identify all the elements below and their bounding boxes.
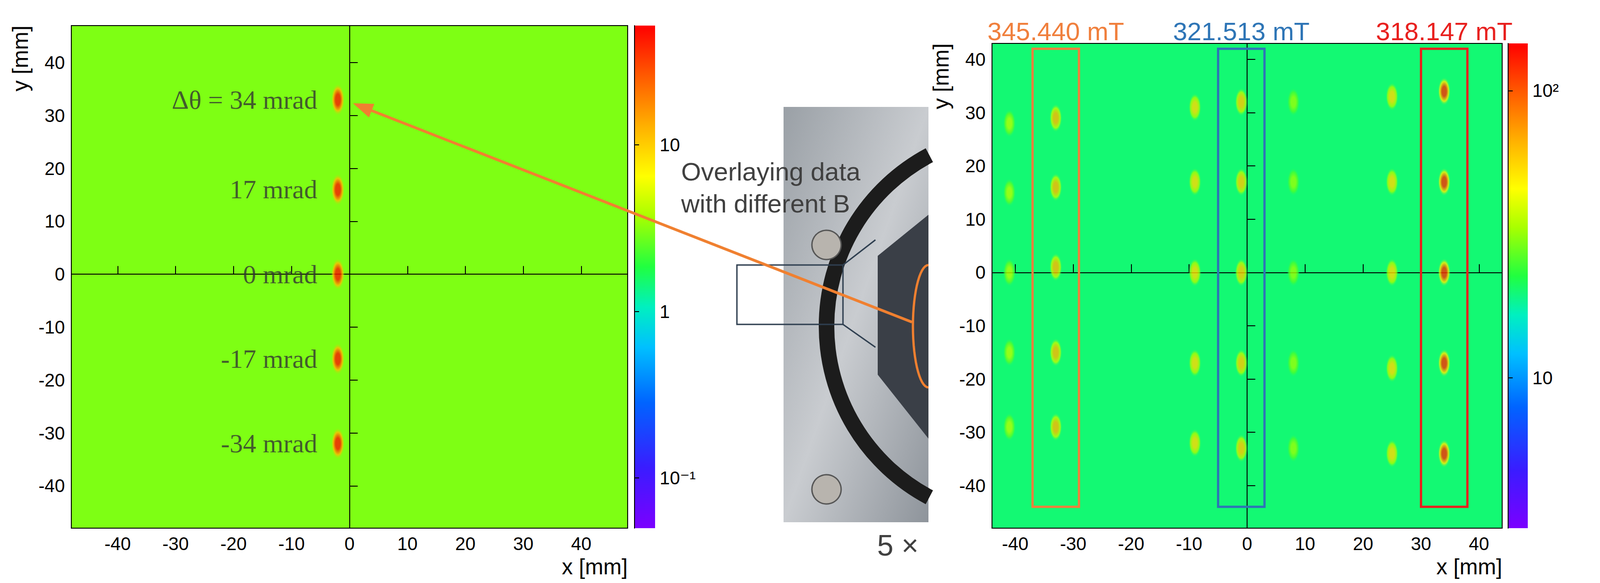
- svg-text:-30: -30: [1060, 533, 1087, 555]
- svg-text:-30: -30: [162, 533, 189, 555]
- svg-text:0: 0: [54, 264, 65, 285]
- svg-text:x [mm]: x [mm]: [1436, 554, 1503, 580]
- svg-text:-30: -30: [38, 423, 65, 444]
- svg-text:10⁻¹: 10⁻¹: [659, 468, 696, 489]
- svg-text:40: 40: [570, 533, 592, 555]
- svg-text:17 mrad: 17 mrad: [229, 174, 318, 205]
- svg-text:0: 0: [344, 533, 355, 555]
- svg-text:10: 10: [965, 209, 987, 230]
- svg-text:-40: -40: [959, 475, 986, 496]
- svg-text:-10: -10: [38, 317, 65, 338]
- svg-text:40: 40: [965, 49, 987, 70]
- svg-text:-10: -10: [1175, 533, 1203, 555]
- svg-text:-40: -40: [104, 533, 132, 555]
- svg-text:-20: -20: [38, 370, 65, 391]
- svg-text:345.440 mT: 345.440 mT: [987, 16, 1125, 46]
- svg-text:Δθ = 34 mrad: Δθ = 34 mrad: [171, 85, 318, 115]
- svg-text:30: 30: [513, 533, 534, 555]
- svg-text:10: 10: [1532, 368, 1553, 389]
- svg-text:10: 10: [397, 533, 418, 555]
- svg-text:30: 30: [1410, 533, 1432, 555]
- svg-text:0: 0: [1242, 533, 1253, 555]
- svg-text:y [mm]: y [mm]: [8, 25, 33, 92]
- svg-text:Overlaying data: Overlaying data: [681, 157, 861, 187]
- svg-text:-20: -20: [959, 369, 986, 390]
- svg-text:321.513 mT: 321.513 mT: [1173, 16, 1310, 46]
- svg-text:-20: -20: [1117, 533, 1145, 555]
- svg-text:y [mm]: y [mm]: [928, 43, 954, 110]
- svg-text:0 mrad: 0 mrad: [242, 259, 318, 290]
- svg-text:-17 mrad: -17 mrad: [220, 344, 318, 374]
- svg-text:20: 20: [455, 533, 476, 555]
- svg-text:40: 40: [44, 52, 66, 73]
- svg-text:30: 30: [965, 102, 987, 123]
- svg-text:40: 40: [1468, 533, 1490, 555]
- svg-text:5 ×: 5 ×: [877, 529, 919, 563]
- svg-text:-10: -10: [959, 315, 986, 336]
- svg-text:20: 20: [1352, 533, 1374, 555]
- svg-text:-40: -40: [38, 475, 65, 496]
- svg-text:30: 30: [44, 105, 66, 126]
- svg-text:x [mm]: x [mm]: [561, 554, 628, 580]
- svg-text:-30: -30: [959, 422, 986, 443]
- svg-text:-20: -20: [220, 533, 247, 555]
- svg-text:with different B: with different B: [680, 189, 850, 219]
- svg-text:318.147 mT: 318.147 mT: [1376, 16, 1513, 46]
- svg-text:10: 10: [44, 211, 66, 232]
- svg-text:-10: -10: [278, 533, 305, 555]
- svg-text:20: 20: [965, 155, 987, 176]
- svg-text:20: 20: [44, 158, 66, 179]
- svg-text:10: 10: [1295, 533, 1316, 555]
- svg-text:0: 0: [975, 262, 986, 283]
- svg-text:-34 mrad: -34 mrad: [220, 428, 318, 459]
- svg-text:10: 10: [659, 134, 681, 155]
- svg-text:-40: -40: [1002, 533, 1029, 555]
- svg-text:10²: 10²: [1532, 80, 1559, 101]
- svg-text:1: 1: [659, 301, 670, 322]
